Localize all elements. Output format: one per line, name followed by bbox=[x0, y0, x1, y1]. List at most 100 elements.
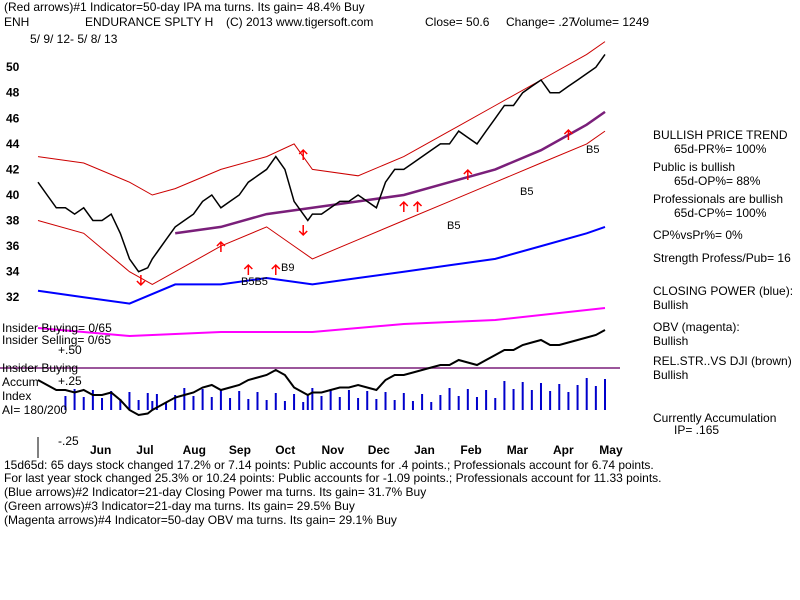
accum-bar bbox=[73, 389, 76, 410]
obv-state: Bullish bbox=[653, 334, 689, 348]
ai-value: AI= 180/200 bbox=[2, 403, 68, 417]
accum-bar bbox=[183, 388, 186, 410]
company-name: ENDURANCE SPLTY H bbox=[85, 15, 214, 29]
accumulation-bars bbox=[64, 378, 606, 410]
signal-arrow bbox=[216, 240, 226, 252]
accum-bar bbox=[347, 390, 350, 410]
accum-bar bbox=[64, 396, 67, 410]
accum-bar bbox=[128, 392, 131, 410]
signal-arrow bbox=[298, 148, 308, 160]
month-tick-label: Jan bbox=[414, 443, 435, 457]
accum-bar bbox=[283, 401, 286, 410]
accum-label: Accum bbox=[2, 375, 39, 389]
x-axis: Jun Jul Aug Sep Oct Nov Dec Jan Feb Mar Apr May bbox=[37, 437, 623, 458]
footer-line-2: For last year stock changed 25.3% or 10.… bbox=[4, 471, 662, 485]
signal-b5b5-label: B5B5 bbox=[241, 276, 268, 288]
month-tick-label: Jul bbox=[136, 443, 153, 457]
accum-bar bbox=[146, 393, 149, 410]
date-range: 5/ 9/ 12- 5/ 8/ 13 bbox=[30, 32, 118, 46]
ticker: ENH bbox=[4, 15, 30, 29]
signal-arrow bbox=[271, 263, 281, 275]
signal-arrow bbox=[399, 200, 409, 212]
footer-line-4: (Green arrows)#3 Indicator=21-day ma tur… bbox=[4, 499, 355, 513]
accum-bar bbox=[594, 386, 597, 410]
y-tick-label: 50 bbox=[6, 60, 20, 74]
strength-value: Strength Profess/Pub= 16 bbox=[653, 251, 791, 265]
y-tick-label: 44 bbox=[6, 137, 20, 151]
price-line bbox=[37, 53, 606, 273]
accum-bar bbox=[238, 391, 241, 410]
relstr-state: Bullish bbox=[653, 368, 689, 382]
accumulation-index-line bbox=[37, 329, 606, 417]
pr-value: 65d-PR%= 100% bbox=[674, 142, 767, 156]
accum-bar bbox=[302, 402, 305, 410]
accum-title: Currently Accumulation bbox=[653, 411, 777, 425]
accum-bar bbox=[229, 398, 232, 410]
accum-bar bbox=[265, 400, 268, 410]
signal-arrow bbox=[563, 128, 573, 140]
accum-bar bbox=[151, 401, 154, 410]
signal-arrow bbox=[136, 275, 146, 287]
signal-b5-label: B5 bbox=[520, 186, 534, 198]
signal-b5-label-2: B5 bbox=[447, 220, 461, 232]
accum-bar bbox=[329, 389, 332, 410]
accum-bar bbox=[155, 394, 158, 410]
close-value: Close= 50.6 bbox=[425, 15, 490, 29]
accum-bar bbox=[311, 388, 314, 410]
accum-bar bbox=[201, 389, 204, 410]
y-tick-label: 48 bbox=[6, 86, 20, 100]
accum-plus50: +.50 bbox=[58, 343, 82, 357]
accum-bar bbox=[539, 383, 542, 410]
footer-line-3: (Blue arrows)#2 Indicator=21-day Closing… bbox=[4, 485, 427, 499]
accum-bar bbox=[494, 398, 497, 410]
signal-b5-label-3: B5 bbox=[586, 144, 600, 156]
trend-title: BULLISH PRICE TREND bbox=[653, 128, 788, 142]
accum-bar bbox=[530, 390, 533, 410]
accum-bar bbox=[567, 392, 570, 410]
insider-selling-count: Insider Selling= 0/65 bbox=[2, 333, 112, 347]
public-state: Public is bullish bbox=[653, 160, 736, 174]
signal-arrow bbox=[463, 168, 473, 180]
pros-state: Professionals are bullish bbox=[653, 192, 784, 206]
accum-bar bbox=[421, 394, 424, 410]
index-label: Index bbox=[2, 389, 32, 403]
month-tick-label: Dec bbox=[368, 443, 390, 457]
accum-bar bbox=[549, 391, 552, 410]
accum-bar bbox=[119, 399, 122, 410]
accum-bar bbox=[210, 397, 213, 410]
accum-bar bbox=[375, 399, 378, 410]
volume-value: Volume= 1249 bbox=[572, 15, 650, 29]
y-tick-label: 32 bbox=[6, 290, 20, 304]
month-tick-label: Mar bbox=[507, 443, 529, 457]
month-tick-label: Oct bbox=[275, 443, 295, 457]
accum-bar bbox=[320, 396, 323, 410]
footer-line-1: 15d65d: 65 days stock changed 17.2% or 7… bbox=[4, 458, 654, 472]
accum-bar bbox=[402, 393, 405, 410]
obv-line bbox=[37, 307, 606, 338]
accum-bar bbox=[585, 378, 588, 410]
copyright: (C) 2013 www.tigersoft.com bbox=[226, 15, 374, 29]
accum-bar bbox=[338, 397, 341, 410]
accum-bar bbox=[137, 400, 140, 410]
accum-bar bbox=[91, 390, 94, 410]
accum-bar bbox=[219, 390, 222, 410]
accum-bar bbox=[306, 395, 309, 410]
accum-bar bbox=[503, 381, 506, 410]
y-tick-label: 42 bbox=[6, 162, 20, 176]
month-tick-label: Jun bbox=[90, 443, 111, 457]
accum-bar bbox=[82, 397, 85, 410]
accum-bar bbox=[475, 397, 478, 410]
closing-power-state: Bullish bbox=[653, 298, 689, 312]
ma-50-line bbox=[175, 110, 606, 235]
accum-bar bbox=[448, 388, 451, 410]
indicator-1-text: (Red arrows)#1 Indicator=50-day IPA ma t… bbox=[4, 0, 365, 14]
y-tick-label: 36 bbox=[6, 239, 20, 253]
accum-bar bbox=[439, 395, 442, 410]
closing-power-title: CLOSING POWER (blue): bbox=[653, 284, 794, 298]
month-tick-label: Nov bbox=[322, 443, 345, 457]
accum-bar bbox=[165, 402, 168, 410]
accum-bar bbox=[293, 394, 296, 410]
accum-minus25: -.25 bbox=[58, 434, 79, 448]
y-tick-label: 40 bbox=[6, 188, 20, 202]
month-tick-label: Sep bbox=[229, 443, 251, 457]
